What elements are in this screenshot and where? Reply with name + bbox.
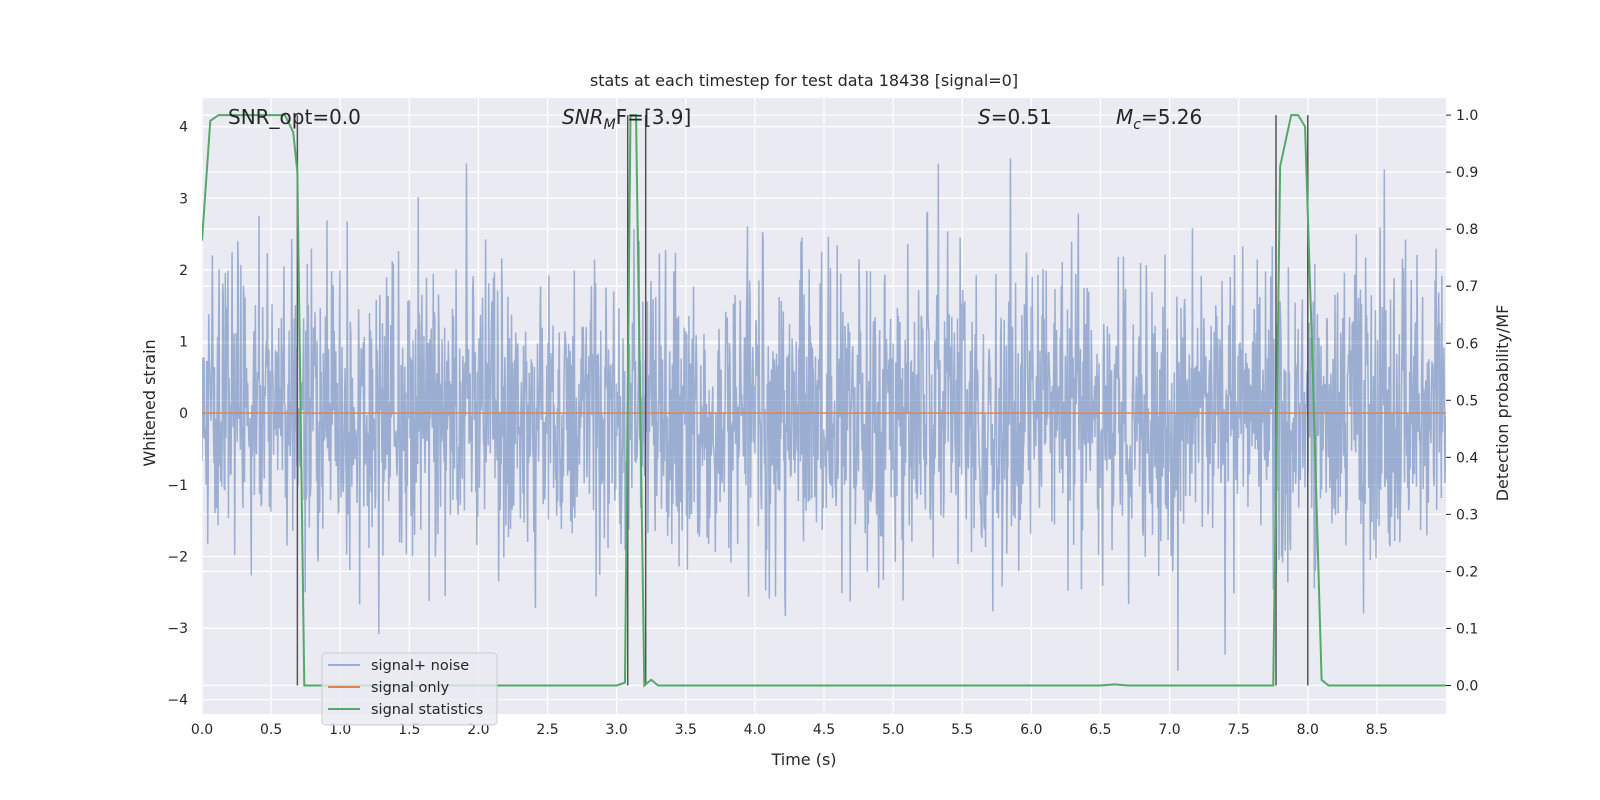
annotation-mc-rest: =5.26 — [1141, 105, 1202, 129]
annotation-s: S=0.51 — [978, 105, 1052, 129]
y-axis-label: Whitened strain — [140, 339, 159, 466]
annotation-s-rest: =0.51 — [991, 105, 1052, 129]
x-axis-label: Time (s) — [770, 750, 836, 769]
annotation-s-main: S — [978, 105, 991, 129]
right-y-axis-label: Detection probability/MF — [1493, 305, 1512, 502]
right-y-tick-label: 0.5 — [1456, 393, 1478, 409]
right-y-tick-label: 0.4 — [1456, 450, 1478, 466]
x-tick-label: 3.0 — [606, 722, 628, 738]
series-signal-statistics — [202, 114, 1446, 688]
right-y-tick-labels: 1.0 0.9 0.8 0.7 0.6 0.5 0.4 0.3 0.2 0.1 0.0 — [1456, 108, 1478, 694]
annotation-snr-mf-rest: F=[3.9] — [616, 105, 692, 129]
right-y-tick-label: 0.3 — [1456, 507, 1478, 523]
x-tick-label: 5.0 — [882, 722, 904, 738]
legend-label-signal-noise: signal+ noise — [371, 658, 469, 674]
annotation-mc: Mc=5.26 — [1116, 105, 1202, 133]
legend: signal+ noise signal only signal statist… — [321, 652, 498, 726]
x-tick-label: 6.5 — [1089, 722, 1111, 738]
right-y-tick-label: 0.6 — [1456, 336, 1478, 352]
right-y-tick-label: 0.2 — [1456, 564, 1478, 580]
y-tick-label: 0 — [179, 406, 188, 422]
series-signal-noise — [202, 158, 1446, 672]
right-y-tick-label: 1.0 — [1456, 108, 1478, 124]
x-tick-label: 0.0 — [191, 722, 213, 738]
chart-title: stats at each timestep for test data 184… — [590, 71, 1018, 90]
annotation-snr-opt: SNR_opt=0.0 — [228, 105, 361, 129]
right-y-tick-label: 0.7 — [1456, 279, 1478, 295]
x-tick-label: 0.5 — [260, 722, 282, 738]
y-tick-label: 1 — [179, 335, 188, 351]
right-y-tick-label: 0.9 — [1456, 165, 1478, 181]
x-tick-label: 7.0 — [1158, 722, 1180, 738]
y-tick-label: −3 — [167, 621, 188, 637]
x-tick-labels: 0.0 0.5 1.0 1.5 2.0 2.5 3.0 3.5 4.0 4.5 5.0 5.5 6.0 6… — [191, 722, 1388, 738]
x-tick-label: 1.5 — [398, 722, 420, 738]
x-tick-label: 2.0 — [467, 722, 489, 738]
annotation-mc-main: M — [1116, 105, 1133, 129]
x-tick-label: 4.5 — [813, 722, 835, 738]
legend-label-signal-only: signal only — [371, 680, 450, 696]
annotation-snr-mf-main: SNR — [562, 105, 604, 129]
right-y-tick-label: 0.0 — [1456, 678, 1478, 694]
right-y-tick-label: 0.1 — [1456, 621, 1478, 637]
x-tick-label: 8.5 — [1366, 722, 1388, 738]
x-tick-label: 4.0 — [744, 722, 766, 738]
y-tick-label: 4 — [179, 120, 188, 136]
x-tick-label: 8.0 — [1297, 722, 1319, 738]
annotation-snr-mf-sub: M — [604, 117, 616, 133]
y-tick-label: 2 — [179, 263, 188, 279]
legend-box — [321, 652, 498, 726]
y-tick-labels: 4 3 2 1 0 −1 −2 −3 −4 — [167, 120, 188, 709]
y-tick-label: −2 — [167, 549, 188, 565]
annotation-snr-mf: SNRMF=[3.9] — [562, 105, 691, 133]
x-tick-label: 7.5 — [1228, 722, 1250, 738]
x-tick-label: 5.5 — [951, 722, 973, 738]
annotation-mc-sub: c — [1133, 117, 1141, 133]
x-tick-label: 2.5 — [536, 722, 558, 738]
x-tick-label: 3.5 — [675, 722, 697, 738]
x-tick-label: 1.0 — [329, 722, 351, 738]
legend-label-signal-statistics: signal statistics — [371, 702, 483, 718]
right-y-tick-label: 0.8 — [1456, 222, 1478, 238]
x-tick-label: 6.0 — [1020, 722, 1042, 738]
y-tick-label: 3 — [179, 191, 188, 207]
y-tick-label: −1 — [167, 478, 188, 494]
y-tick-label: −4 — [167, 693, 188, 709]
